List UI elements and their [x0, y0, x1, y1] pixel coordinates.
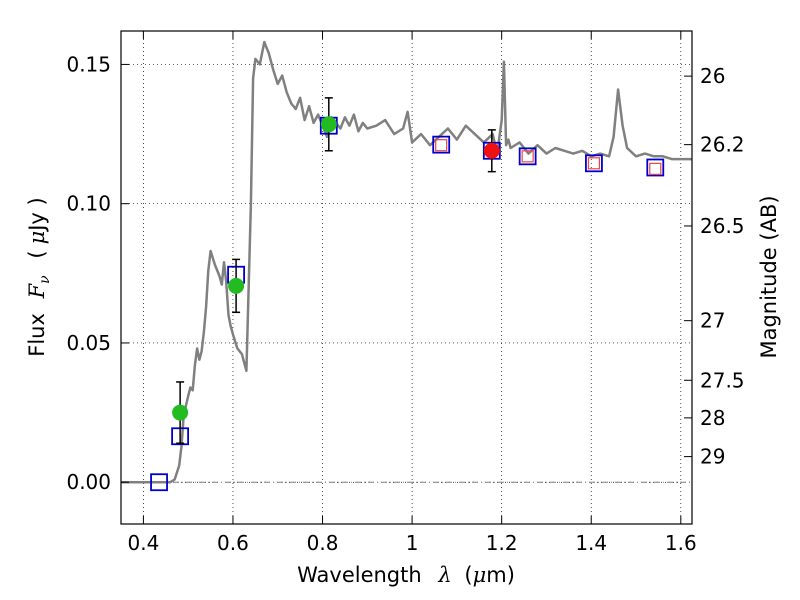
- green-measured-point-0: [172, 404, 189, 421]
- y-tick-label-2: 0.10: [66, 192, 111, 216]
- model-photometry-square-4: [432, 135, 451, 154]
- x-tick-label-2: 0.8: [307, 531, 339, 555]
- y2-tick-label-1: 26.2: [700, 133, 745, 157]
- x-axis-label-symbol: λ: [437, 563, 451, 587]
- upper-limit-square-0: [435, 139, 448, 152]
- x-axis-label-unit-open: (: [464, 563, 472, 587]
- y2-tick-label-2: 26.5: [700, 214, 745, 238]
- y2-tick-label-5: 28: [700, 406, 725, 430]
- x-axis-label-unit-mu: μ: [473, 563, 487, 587]
- model-photometry-square-0: [150, 473, 168, 492]
- y-axis-label-text: Flux: [25, 313, 49, 357]
- x-tick-label-6: 1.6: [665, 531, 697, 555]
- x-tick-label-5: 1.4: [575, 531, 607, 555]
- data-markers: [150, 97, 665, 492]
- x-axis-label-text: Wavelength: [297, 563, 422, 587]
- y-tick-label-3: 0.15: [66, 52, 111, 76]
- y-tick-label-1: 0.05: [66, 331, 111, 355]
- y-tick-label-0: 0.00: [66, 470, 111, 494]
- model-photometry-square-6: [518, 147, 537, 166]
- upper-limit-square-1: [521, 150, 534, 163]
- y2-tick-label-3: 27: [700, 309, 725, 333]
- y2-tick-label-4: 27.5: [700, 368, 745, 392]
- y-axis-label-subscript: ν: [37, 275, 53, 284]
- y2-axis-label: Magnitude (AB): [757, 195, 781, 358]
- x-tick-label-4: 1.2: [486, 531, 518, 555]
- green-measured-point-1: [228, 277, 245, 294]
- y-axis-label: Flux Fν ( μJy ): [25, 197, 54, 356]
- plot-area: [121, 40, 692, 484]
- x-tick-label-1: 0.6: [217, 531, 249, 555]
- plot-frame: [120, 30, 693, 525]
- x-axis-label-unit-rest: m): [486, 563, 515, 587]
- y-axis-label-symbol: F: [25, 282, 49, 299]
- green-measured-point-2: [320, 116, 337, 133]
- ticks: 0.4 0.6 0.8 1 1.2 1.4 1.6 0.00 0.05 0.10 0.15 26 26.…: [66, 31, 745, 555]
- model-sed-line: [121, 40, 692, 484]
- y-axis-label-unit-mu: μ: [25, 231, 49, 245]
- red-measured-point-0: [483, 142, 500, 159]
- model-photometry-square-7: [585, 154, 603, 173]
- upper-limit-square-3: [649, 162, 662, 175]
- x-axis-label: Wavelength λ (μm): [297, 563, 515, 587]
- y2-tick-label-0: 26: [700, 64, 725, 88]
- x-tick-label-3: 1: [406, 531, 419, 555]
- x-tick-label-0: 0.4: [127, 531, 159, 555]
- upper-limit-square-2: [587, 157, 601, 170]
- y-axis-label-unit-rest: Jy ): [25, 197, 49, 233]
- y-axis-label-unit-open: (: [25, 250, 49, 258]
- y2-tick-label-6: 29: [700, 445, 725, 469]
- model-photometry-square-8: [646, 158, 665, 177]
